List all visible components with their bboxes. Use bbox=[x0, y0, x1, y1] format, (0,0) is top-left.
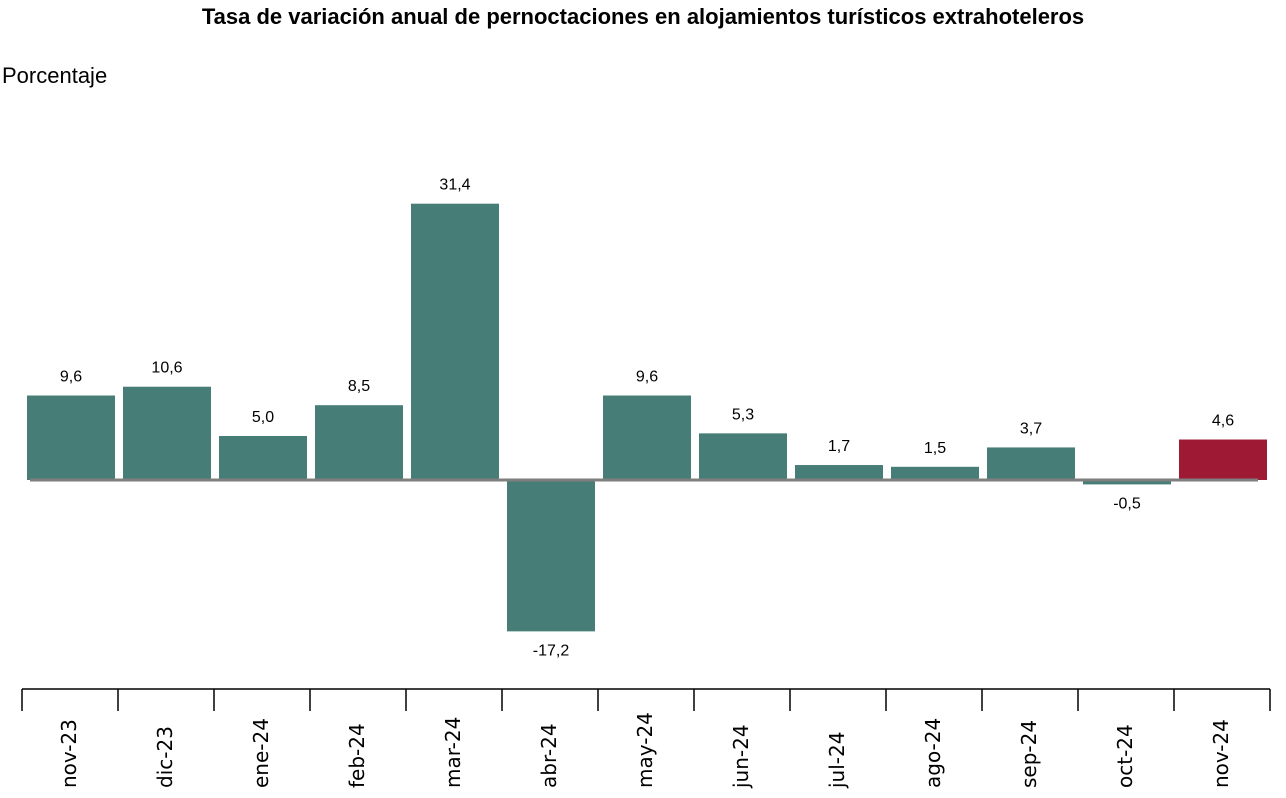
x-tick-label-jun-24: jun-24 bbox=[729, 724, 753, 789]
value-label-oct-24: -0,5 bbox=[1113, 495, 1141, 512]
x-tick-label-mar-24: mar-24 bbox=[441, 717, 465, 788]
value-label-ene-24: 5,0 bbox=[252, 409, 274, 426]
bar-oct-24 bbox=[1083, 480, 1171, 485]
value-label-ago-24: 1,5 bbox=[924, 440, 946, 457]
bar-dic-23 bbox=[123, 386, 211, 480]
value-label-jun-24: 5,3 bbox=[732, 406, 754, 423]
value-label-nov-23: 9,6 bbox=[60, 369, 82, 386]
bar-abr-24 bbox=[507, 480, 595, 632]
x-tick-label-nov-24: nov-24 bbox=[1209, 719, 1233, 788]
bar-nov-24 bbox=[1179, 439, 1267, 480]
bar-jul-24 bbox=[795, 465, 883, 480]
value-label-mar-24: 31,4 bbox=[439, 177, 470, 194]
bar-mar-24 bbox=[411, 203, 499, 480]
y-axis-label: Porcentaje bbox=[2, 63, 108, 88]
x-tick-label-sep-24: sep-24 bbox=[1017, 720, 1041, 788]
value-label-jul-24: 1,7 bbox=[828, 438, 850, 455]
bar-nov-23 bbox=[27, 395, 115, 480]
value-label-dic-23: 10,6 bbox=[151, 360, 182, 377]
value-label-abr-24: -17,2 bbox=[533, 642, 570, 659]
x-tick-label-oct-24: oct-24 bbox=[1113, 724, 1137, 788]
value-label-sep-24: 3,7 bbox=[1020, 420, 1042, 437]
value-label-nov-24: 4,6 bbox=[1212, 413, 1234, 430]
bar-jun-24 bbox=[699, 433, 787, 480]
x-tick-label-nov-23: nov-23 bbox=[57, 719, 81, 788]
x-tick-label-dic-23: dic-23 bbox=[153, 726, 177, 788]
x-tick-label-feb-24: feb-24 bbox=[345, 723, 369, 788]
chart-title: Tasa de variación anual de pernoctacione… bbox=[201, 4, 1085, 29]
value-label-may-24: 9,6 bbox=[636, 369, 658, 386]
bar-may-24 bbox=[603, 395, 691, 480]
x-tick-label-abr-24: abr-24 bbox=[537, 723, 561, 788]
bar-ago-24 bbox=[891, 466, 979, 480]
x-tick-label-ene-24: ene-24 bbox=[249, 718, 273, 788]
bar-ene-24 bbox=[219, 436, 307, 480]
x-tick-label-ago-24: ago-24 bbox=[921, 718, 945, 788]
value-label-feb-24: 8,5 bbox=[348, 378, 370, 395]
bar-feb-24 bbox=[315, 405, 403, 480]
bar-sep-24 bbox=[987, 447, 1075, 480]
x-tick-label-may-24: may-24 bbox=[633, 712, 657, 788]
x-tick-label-jul-24: jul-24 bbox=[825, 732, 849, 789]
